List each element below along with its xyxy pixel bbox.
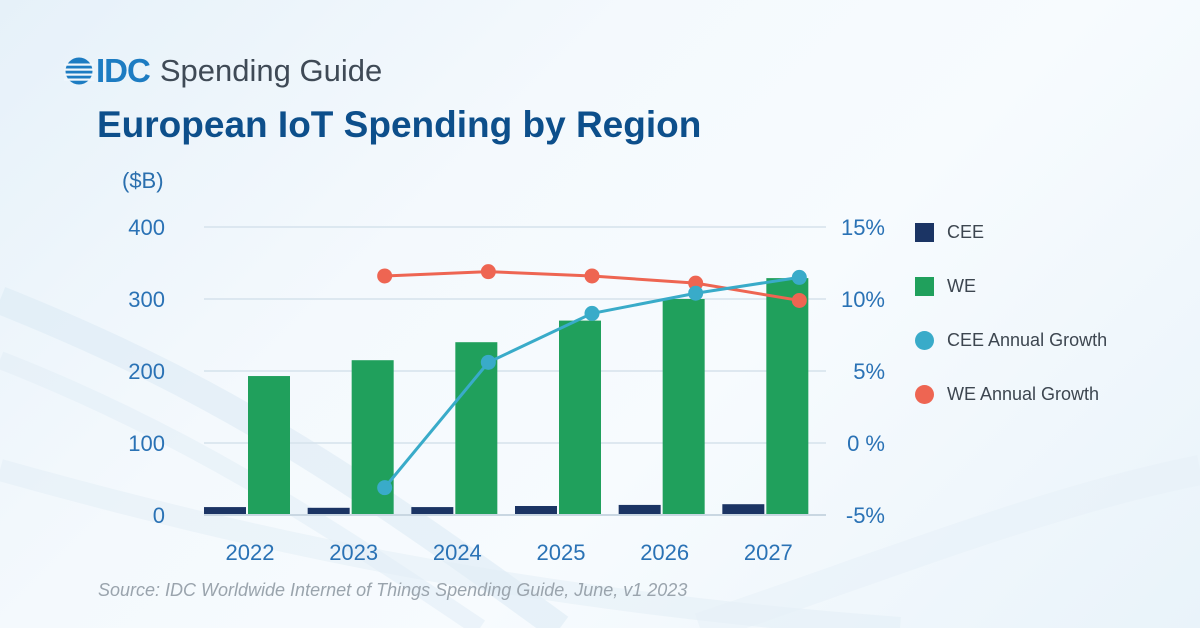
y-tick-label: 200 xyxy=(128,359,165,384)
we-growth-point xyxy=(791,292,807,308)
legend-item-cee-growth: CEE Annual Growth xyxy=(915,313,1107,367)
bar-cee xyxy=(307,507,350,515)
we-growth-point xyxy=(377,268,393,284)
y2-axis-ticks: -5% 0 % 5% 10% 15% xyxy=(841,215,885,528)
gridlines xyxy=(204,226,826,444)
cee-growth-dot-icon xyxy=(915,330,934,350)
cee-swatch-icon xyxy=(915,222,934,242)
globe-icon xyxy=(64,57,94,85)
idc-logo: IDC Spending Guide xyxy=(64,52,382,90)
logo-brand: IDC xyxy=(96,52,151,89)
bar-we xyxy=(455,342,498,515)
we-swatch-icon xyxy=(915,276,934,296)
x-tick-label: 2023 xyxy=(329,540,378,565)
cee-growth-point xyxy=(688,285,704,301)
cee-growth-point xyxy=(480,354,496,370)
bar-cee xyxy=(722,504,765,515)
growth-lines xyxy=(377,264,807,496)
x-tick-label: 2022 xyxy=(226,540,275,565)
y2-tick-label: 5% xyxy=(853,359,885,384)
y-axis-unit-label: ($B) xyxy=(122,168,164,193)
x-tick-label: 2025 xyxy=(537,540,586,565)
chart-title: European IoT Spending by Region xyxy=(97,104,702,145)
we-growth-point xyxy=(584,268,600,284)
x-tick-label: 2027 xyxy=(744,540,793,565)
source-note: Source: IDC Worldwide Internet of Things… xyxy=(98,580,688,600)
legend: CEE WE CEE Annual Growth WE Annual Growt… xyxy=(915,205,1107,421)
y-tick-label: 100 xyxy=(128,431,165,456)
bar-cee xyxy=(515,506,557,515)
y2-tick-label: -5% xyxy=(846,503,885,528)
legend-item-we-growth: WE Annual Growth xyxy=(915,367,1107,421)
cee-growth-point xyxy=(791,269,807,285)
bar-we xyxy=(662,299,705,515)
bar-we xyxy=(559,320,601,515)
cee-growth-point xyxy=(584,305,600,321)
y2-tick-label: 15% xyxy=(841,215,885,240)
legend-label: WE xyxy=(947,275,976,296)
bar-cee xyxy=(204,507,246,515)
bar-we xyxy=(766,278,809,515)
we-growth-point xyxy=(480,264,496,280)
legend-label: CEE xyxy=(947,221,985,242)
legend-item-cee: CEE xyxy=(915,205,1107,259)
bars xyxy=(204,278,809,515)
cee-growth-point xyxy=(377,480,393,496)
x-tick-label: 2026 xyxy=(640,540,689,565)
we-growth-dot-icon xyxy=(915,384,934,404)
y-axis-ticks: 0 100 200 300 400 xyxy=(128,215,165,528)
logo-product: Spending Guide xyxy=(159,53,383,88)
y-tick-label: 300 xyxy=(128,287,165,312)
legend-label: CEE Annual Growth xyxy=(947,329,1108,350)
bar-cee xyxy=(411,507,454,515)
y-tick-label: 400 xyxy=(128,215,165,240)
bar-we xyxy=(248,376,290,515)
x-axis-ticks: 2022 2023 2024 2025 2026 2027 xyxy=(226,540,793,565)
legend-label: WE Annual Growth xyxy=(947,383,1100,404)
y-tick-label: 0 xyxy=(153,503,165,528)
legend-item-we: WE xyxy=(915,259,1107,313)
y2-tick-label: 0 % xyxy=(847,431,885,456)
y2-tick-label: 10% xyxy=(841,287,885,312)
x-tick-label: 2024 xyxy=(433,540,482,565)
bar-cee xyxy=(618,504,661,515)
